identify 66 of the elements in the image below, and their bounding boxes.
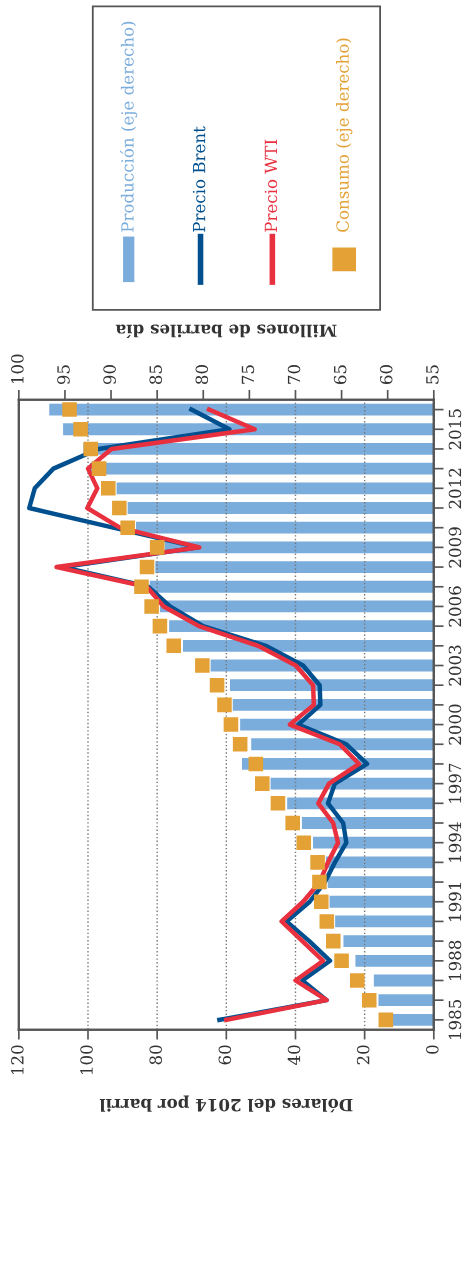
y-tick-label: 1988 — [448, 940, 462, 980]
point — [254, 776, 270, 791]
text: Precio WTI — [264, 139, 278, 232]
point — [310, 855, 325, 870]
x-tick-label: 60 — [218, 1045, 232, 1065]
x-tick-label: 0 — [426, 1045, 439, 1054]
point — [270, 796, 286, 811]
point — [83, 441, 99, 457]
point — [217, 697, 232, 713]
x2-tick-label: 65 — [333, 365, 347, 385]
x2-axis-title: Millones de barriles día — [115, 324, 337, 339]
point — [296, 835, 312, 850]
point — [314, 894, 329, 910]
x2-tick-label: 75 — [241, 365, 255, 384]
point — [285, 815, 300, 831]
point — [166, 638, 182, 654]
x2-tick-label: 85 — [149, 365, 162, 385]
x2-tick-label: 55 — [426, 365, 439, 384]
point — [209, 677, 225, 693]
x-tick-label: 80 — [149, 1045, 162, 1065]
point — [112, 500, 127, 516]
point — [312, 874, 327, 890]
point — [73, 421, 88, 437]
point — [349, 973, 365, 988]
y-tick-label: 1985 — [448, 999, 462, 1040]
point — [139, 559, 155, 575]
point — [334, 953, 349, 969]
point — [361, 992, 377, 1008]
text: Consumo (eje derecho) — [336, 38, 353, 232]
x2-tick-label: 60 — [379, 365, 393, 385]
x2-tick-label: 80 — [195, 365, 209, 385]
point — [144, 599, 159, 614]
x2-tick-label: 90 — [103, 365, 116, 385]
point — [319, 914, 335, 929]
point — [134, 579, 149, 595]
y-tick-label: 2009 — [448, 527, 462, 568]
y-tick-label: 2015 — [448, 409, 462, 450]
text: Producción (eje derecho) — [120, 21, 138, 232]
text: Precio Brent — [192, 126, 206, 232]
point — [149, 540, 165, 555]
point — [62, 402, 77, 417]
point — [326, 933, 341, 949]
point — [152, 618, 168, 634]
point — [378, 1012, 394, 1028]
y-tick-label: 2000 — [448, 704, 462, 745]
point — [232, 736, 248, 752]
x-tick-label: 100 — [80, 1045, 93, 1075]
y-tick-label: 2003 — [448, 645, 462, 686]
x2-tick-label: 100 — [11, 354, 24, 384]
x-tick-label: 120 — [11, 1045, 24, 1075]
x2-tick-label: 95 — [57, 365, 70, 385]
point — [223, 717, 239, 732]
y-tick-label: 1991 — [448, 882, 462, 921]
point — [120, 520, 135, 535]
x2-tick-label: 70 — [287, 365, 301, 384]
x-tick-label: 20 — [356, 1045, 370, 1065]
point — [91, 461, 107, 476]
point — [195, 658, 210, 673]
point — [248, 756, 264, 772]
y-tick-label: 1997 — [448, 763, 462, 803]
point — [101, 481, 116, 496]
x-axis-title: Dólares del 2014 por barril — [99, 1095, 353, 1113]
y-tick-label: 1994 — [448, 822, 462, 862]
y-tick-label: 2006 — [448, 586, 462, 627]
x-tick-label: 40 — [287, 1045, 301, 1065]
y-tick-label: 2012 — [448, 468, 462, 509]
